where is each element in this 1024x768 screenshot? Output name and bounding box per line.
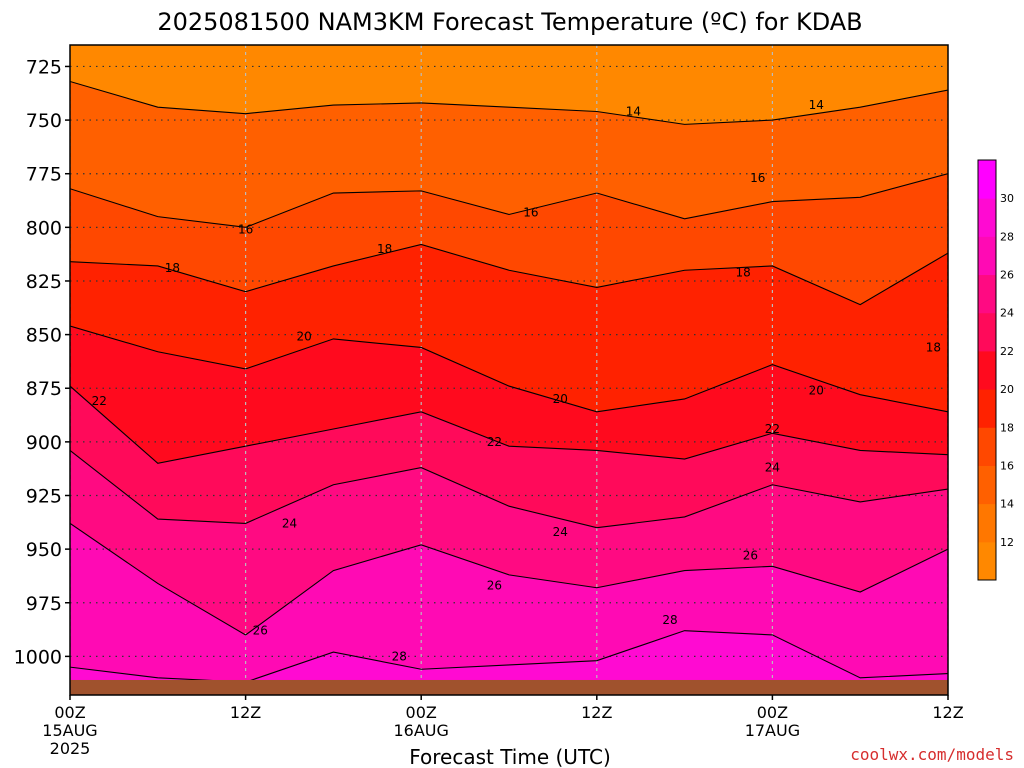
y-tick-label: 900 [26,432,62,454]
y-tick-label: 725 [26,56,62,78]
isotherm-18 [70,243,948,306]
x-tick-label: 12Z [581,703,612,722]
colorbar-swatch [978,350,996,390]
plot-area: 14 14 16 16 16 18 18 18 18 20 20 20 22 22 22 24 24 24 26 26… [70,45,948,695]
contour-label: 14 [809,98,824,112]
colorbar-label: 28 [1000,230,1014,243]
x-tick-year: 2025 [50,739,91,758]
colorbar-swatch [978,465,996,505]
contour-label: 14 [626,105,641,119]
contour-label: 16 [750,171,765,185]
y-tick-label: 875 [26,378,62,400]
isotherm-24 [70,450,948,529]
contour-label: 22 [92,394,107,408]
isotherm-16 [70,173,948,228]
x-tick-label: 00Z [406,703,437,722]
colorbar-swatch [978,541,996,581]
colorbar-swatch [978,389,996,428]
colorbar-label: 30 [1000,192,1014,205]
colorbar-label: 24 [1000,307,1014,320]
contour-label: 24 [282,516,297,530]
y-tick-label: 850 [26,325,62,347]
contour-label: 26 [253,624,268,638]
contour-label: 26 [487,579,502,593]
colorbar-frame [977,159,997,581]
colorbar-label: 22 [1000,345,1014,358]
y-tick-label: 775 [26,164,62,186]
contour-label: 22 [765,422,780,436]
isotherm-26 [70,522,948,636]
x-tick-label: 12Z [932,703,963,722]
colorbar-label: 14 [1000,498,1014,511]
chart-title: 2025081500 NAM3KM Forecast Temperature (… [157,8,862,36]
contour-label: 16 [238,222,253,236]
y-tick-label: 750 [26,110,62,132]
ground-below-surface [70,679,948,695]
colorbar-label: 26 [1000,269,1014,282]
contour-label: 18 [735,265,750,279]
colorbar-swatch [978,503,996,543]
contour-label: 18 [377,242,392,256]
contour-label: 28 [662,613,677,627]
x-tick-label: 00Z [54,703,85,722]
colorbar-label: 20 [1000,383,1014,396]
colorbar-label: 18 [1000,421,1014,434]
plot-frame [69,44,949,696]
colorbar-label: 16 [1000,459,1014,472]
contour-label: 20 [296,330,311,344]
watermark: coolwx.com/models [850,745,1014,764]
contour-label: 18 [926,340,941,354]
temperature-band-28 [70,630,948,695]
contour-label: 26 [743,549,758,563]
x-tick-date: 17AUG [745,721,800,740]
contour-label: 24 [765,461,780,475]
contour-label: 16 [523,205,538,219]
isotherm-20 [70,325,948,413]
y-tick-label: 950 [26,539,62,561]
x-tick-label: 12Z [230,703,261,722]
contour-label: 22 [487,435,502,449]
contour-label: 20 [553,392,568,406]
x-axis-label: Forecast Time (UTC) [409,745,611,768]
colorbar-swatch [978,160,996,199]
y-tick-label: 825 [26,271,62,293]
y-tick-label: 975 [26,593,62,615]
y-tick-label: 800 [26,217,62,239]
contour-label: 20 [809,383,824,397]
x-tick-date: 15AUG [42,721,97,740]
x-tick-date: 16AUG [393,721,448,740]
colorbar-swatch [978,274,996,314]
colorbar-label: 12 [1000,536,1014,549]
contour-label: 28 [392,649,407,663]
contour-label: 24 [553,525,568,539]
colorbar-swatch [978,236,996,276]
isotherm-14 [70,80,948,125]
y-tick-label: 1000 [14,646,62,668]
colorbar-swatch [978,198,996,237]
y-tick-label: 925 [26,485,62,507]
x-tick-label: 00Z [757,703,788,722]
colorbar-swatch [978,427,996,466]
contour-label: 18 [165,261,180,275]
colorbar-swatch [978,312,996,352]
isotherm-22 [70,385,948,464]
